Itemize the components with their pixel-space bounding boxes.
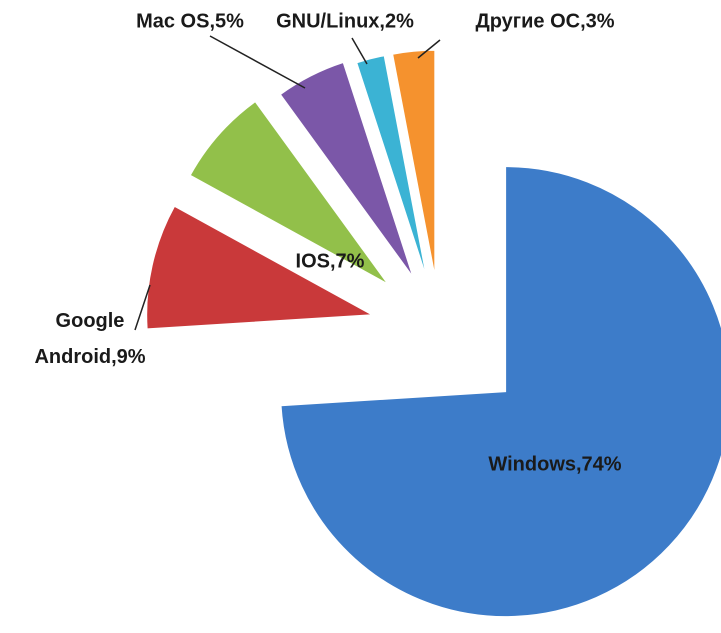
labels: Windows,74% Google Android,9% IOS,7% Mac OS,… [34,10,621,475]
slices [146,49,721,618]
data-label: GNU/Linux,2% [276,10,414,32]
pie-slice [392,49,436,276]
leader-lines [134,35,441,331]
data-label: Другие ОС,3% [475,10,614,32]
leader-line [134,284,151,331]
data-label: Mac OS,5% [136,10,244,32]
data-label: Google Android,9% [34,310,145,368]
leader-line [417,39,441,59]
pie-slice [356,55,427,277]
pie-slice [280,166,721,618]
leader-line [209,35,306,89]
data-label: IOS,7% [296,250,365,272]
pie-slice [146,205,374,330]
leader-line [351,37,368,65]
data-label: Windows,74% [488,453,621,475]
pie-slice [279,61,414,277]
pie-slice [189,100,388,285]
